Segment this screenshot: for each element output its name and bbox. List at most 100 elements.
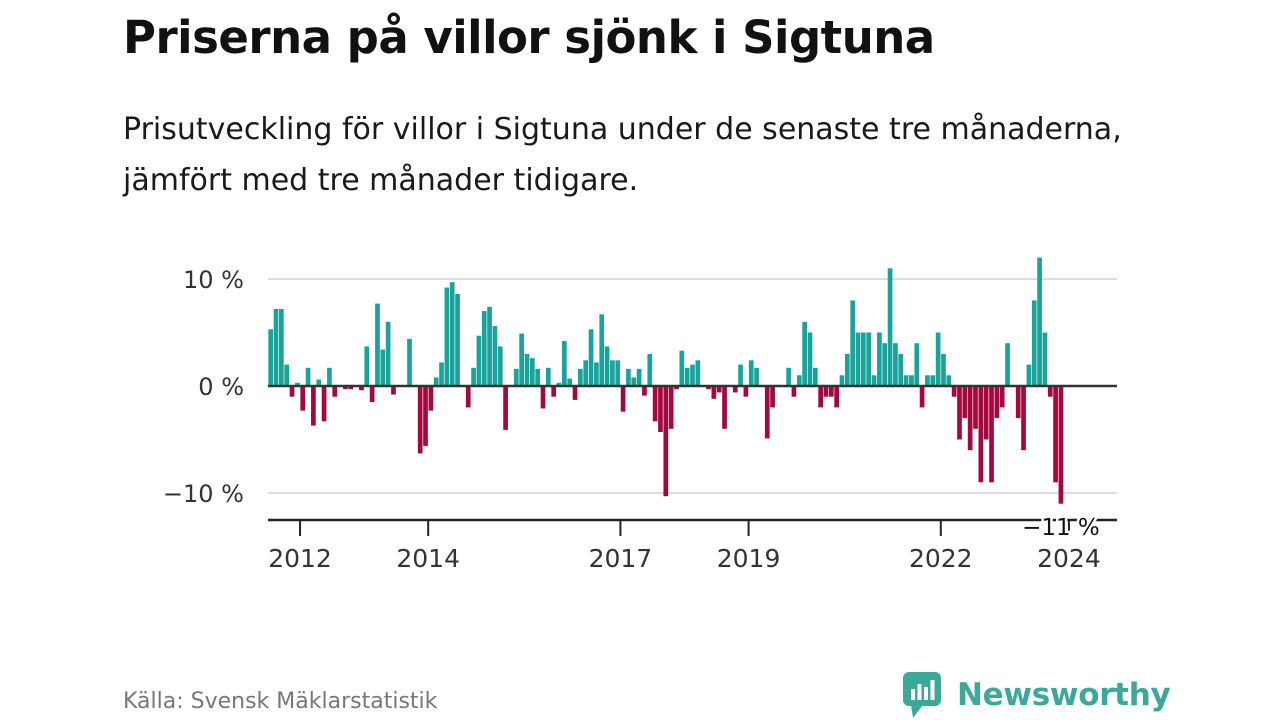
bar	[1047, 386, 1053, 397]
bar	[989, 386, 994, 483]
bar	[321, 386, 327, 422]
bar	[369, 386, 375, 403]
bar	[893, 343, 898, 386]
bar	[529, 358, 535, 386]
bar	[748, 360, 754, 386]
y-tick-label: 0 %	[198, 373, 244, 401]
bar	[812, 367, 818, 386]
bar	[332, 386, 338, 397]
bar	[732, 386, 738, 393]
bar	[828, 386, 834, 397]
bar	[652, 386, 658, 422]
bar	[407, 338, 412, 386]
bar	[433, 377, 439, 386]
bar	[481, 311, 487, 386]
bar	[957, 386, 962, 440]
bar	[845, 353, 850, 386]
gridlines	[268, 278, 1117, 494]
bar	[1042, 332, 1048, 386]
annotations: −11 %	[1020, 513, 1103, 544]
bar	[449, 282, 455, 386]
bar	[524, 353, 530, 386]
bar	[796, 375, 802, 386]
bar	[882, 343, 888, 386]
bar	[951, 386, 957, 397]
brand-logo[interactable]: Newsworthy	[902, 670, 1171, 720]
bars	[268, 257, 1064, 504]
bar	[327, 367, 332, 386]
bar	[540, 386, 546, 409]
bar	[380, 349, 386, 386]
bar	[941, 353, 946, 386]
bar	[866, 332, 872, 386]
bar	[519, 333, 524, 386]
bar	[359, 386, 364, 391]
bar	[839, 375, 845, 386]
bar	[647, 353, 653, 386]
source-credit: Källa: Svensk Mäklarstatistik	[123, 689, 438, 714]
bar	[513, 368, 519, 386]
bar	[535, 368, 540, 386]
bar	[300, 386, 306, 411]
bar	[983, 386, 989, 440]
bar	[871, 375, 877, 386]
bar	[279, 308, 284, 386]
bar	[295, 382, 300, 386]
y-axis-labels: 10 % 0 % −10 %	[163, 266, 244, 508]
bar	[909, 375, 914, 386]
bar	[1005, 343, 1010, 386]
bar	[807, 332, 813, 386]
bar	[385, 321, 391, 386]
bar	[636, 368, 642, 386]
bar	[316, 379, 322, 386]
x-tick-label: 2024	[1037, 544, 1101, 573]
bar	[994, 386, 1000, 419]
bar	[497, 346, 503, 386]
brand-name: Newsworthy	[957, 677, 1171, 713]
bar	[716, 386, 722, 393]
bar	[861, 332, 866, 386]
newsworthy-chart-bubble-icon	[903, 672, 941, 718]
y-tick-label: −10 %	[163, 480, 244, 508]
bar	[1031, 300, 1037, 386]
bar	[545, 367, 551, 386]
bar	[551, 386, 557, 397]
bar	[626, 368, 631, 386]
bar	[588, 329, 594, 386]
bar	[818, 386, 823, 408]
bar	[925, 375, 930, 386]
bar	[791, 386, 797, 397]
bar	[423, 386, 428, 446]
bar	[465, 386, 471, 408]
bar	[668, 386, 674, 429]
chart-subtitle: Prisutveckling för villor i Sigtuna unde…	[123, 112, 1122, 198]
bar	[572, 386, 578, 400]
bar	[284, 364, 290, 386]
bar	[343, 386, 348, 390]
bar	[1037, 257, 1042, 386]
bar	[770, 386, 775, 408]
bar	[802, 321, 807, 386]
bar	[935, 332, 941, 386]
bar	[903, 375, 909, 386]
chart-title: Priserna på villor sjönk i Sigtuna	[123, 11, 935, 64]
bar	[695, 360, 701, 386]
bar	[1026, 364, 1032, 386]
bar	[439, 362, 444, 386]
bar	[679, 350, 685, 386]
bar	[391, 386, 396, 395]
bar	[743, 386, 749, 397]
bar	[311, 386, 316, 426]
bar	[289, 386, 295, 397]
bar	[305, 367, 311, 386]
bar	[898, 353, 904, 386]
bar	[999, 386, 1005, 408]
bar	[919, 386, 925, 408]
bar	[887, 268, 893, 386]
bar	[599, 314, 605, 386]
bar	[428, 386, 434, 411]
bar	[850, 300, 856, 386]
x-tick-label: 2017	[589, 544, 653, 573]
bar	[578, 368, 583, 386]
bar	[455, 293, 460, 386]
